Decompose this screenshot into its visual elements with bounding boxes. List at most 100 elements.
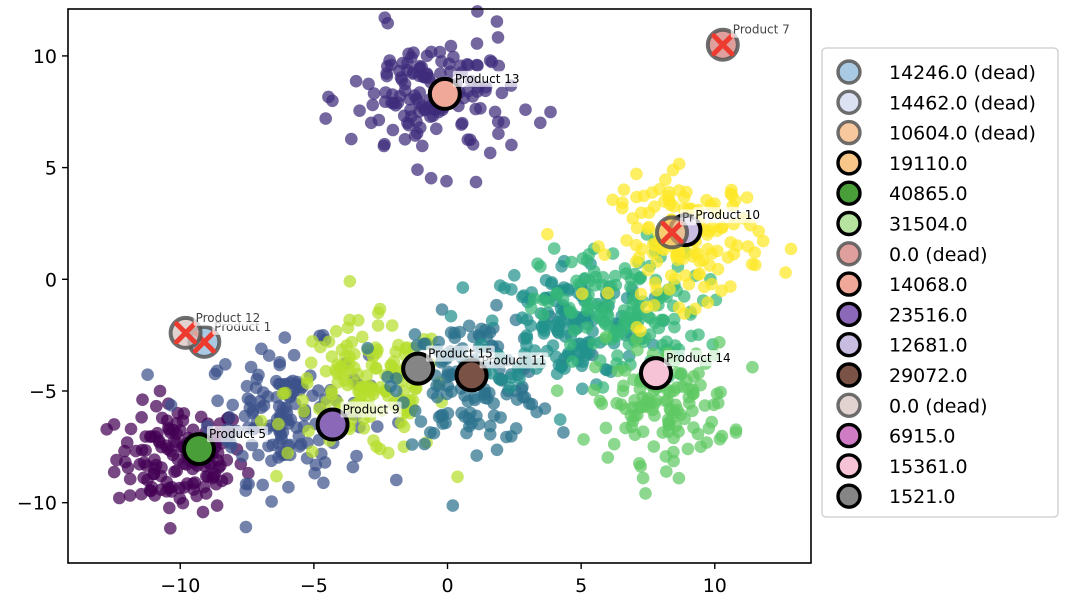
data-point: [599, 330, 613, 344]
data-point: [469, 175, 483, 189]
legend-marker: [836, 483, 862, 509]
data-point: [320, 395, 334, 409]
legend-entry: 12681.0: [836, 332, 968, 358]
y-tick-label: −10: [17, 493, 57, 515]
data-point: [378, 11, 392, 24]
data-point: [408, 404, 422, 418]
data-point: [705, 277, 718, 291]
legend-label: 14462.0 (dead): [889, 92, 1036, 114]
data-point: [714, 385, 727, 399]
data-point: [693, 267, 706, 281]
data-point: [667, 200, 680, 213]
data-point: [617, 183, 631, 196]
data-point: [601, 286, 615, 300]
data-point: [210, 364, 224, 378]
data-point: [713, 336, 726, 349]
legend-label: 23516.0: [889, 304, 968, 326]
data-point: [440, 370, 454, 384]
data-point: [633, 457, 646, 470]
data-point: [682, 278, 696, 291]
data-point: [610, 324, 623, 338]
data-point: [252, 368, 265, 382]
legend-marker: [836, 332, 862, 358]
data-point: [611, 364, 625, 378]
data-point: [424, 426, 437, 439]
data-point: [705, 415, 718, 429]
data-point: [490, 298, 503, 312]
data-point: [588, 278, 602, 292]
data-point: [461, 395, 475, 408]
data-point: [616, 196, 629, 209]
legend-label: 40865.0: [889, 183, 968, 205]
legend-marker: [836, 392, 862, 418]
product-marker: Product 14: [638, 350, 733, 391]
data-point: [576, 355, 590, 369]
legend-label: 0.0 (dead): [889, 395, 988, 417]
data-point: [113, 491, 126, 505]
data-point: [715, 284, 728, 298]
data-point: [444, 39, 458, 53]
data-point: [414, 415, 428, 428]
data-point: [516, 311, 529, 325]
data-point: [535, 320, 549, 334]
legend-entry: 14068.0: [836, 271, 968, 297]
data-point: [276, 387, 290, 401]
data-point: [500, 430, 513, 444]
data-point: [273, 358, 287, 372]
y-tick-label: 5: [45, 158, 57, 180]
data-point: [576, 382, 589, 396]
data-point: [648, 409, 661, 422]
data-point: [242, 477, 255, 491]
data-point: [239, 520, 253, 534]
data-point: [672, 157, 686, 171]
data-point: [503, 381, 517, 394]
data-point: [724, 187, 738, 200]
data-point: [487, 409, 501, 422]
data-point: [539, 274, 553, 287]
data-point: [694, 440, 707, 454]
data-point: [351, 367, 365, 381]
data-point: [645, 186, 659, 199]
data-point: [455, 406, 468, 420]
data-point: [226, 398, 239, 412]
product-label-bg: [693, 207, 763, 224]
data-point: [490, 15, 504, 28]
data-point: [362, 77, 375, 91]
data-point: [373, 302, 387, 316]
product-label-bg: [452, 70, 522, 87]
legend-entry: 10604.0 (dead): [836, 119, 1036, 146]
data-point: [745, 257, 759, 271]
data-point: [606, 193, 619, 207]
data-point: [471, 85, 484, 98]
data-point: [349, 74, 363, 88]
legend-marker: [836, 241, 862, 267]
data-point: [118, 444, 131, 458]
data-point: [464, 406, 477, 420]
data-point: [367, 87, 381, 100]
axis-ticks: −10 −5 0 5 10 −10 −5 0 5 10: [17, 46, 727, 597]
data-point: [676, 252, 690, 265]
legend-entry: 29072.0: [836, 362, 968, 388]
data-point: [711, 396, 725, 410]
data-point: [469, 102, 483, 116]
data-point: [616, 384, 630, 398]
product-marker: Pr: [655, 209, 697, 250]
data-point: [551, 315, 564, 329]
data-point: [293, 440, 306, 453]
data-point: [100, 423, 113, 436]
data-point: [701, 242, 714, 256]
data-point: [346, 460, 360, 474]
data-point: [565, 255, 578, 269]
data-point: [255, 342, 268, 356]
product-label-bg: [663, 350, 733, 367]
product-circle: [427, 76, 462, 111]
product-label: Product 15: [428, 347, 493, 361]
product-label: Product 13: [455, 72, 520, 86]
data-point: [380, 69, 394, 83]
data-point: [600, 363, 613, 377]
data-point: [254, 414, 268, 428]
data-point: [687, 370, 700, 383]
data-point: [153, 384, 167, 398]
data-point: [595, 313, 609, 326]
data-point: [741, 240, 755, 253]
